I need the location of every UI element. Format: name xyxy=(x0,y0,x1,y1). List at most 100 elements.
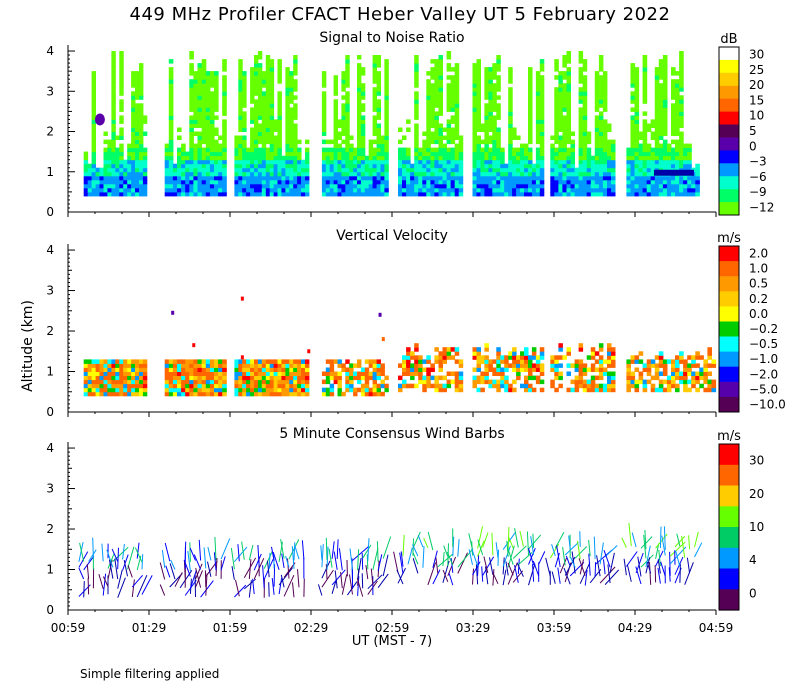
velocity-cell xyxy=(357,375,362,381)
snr-cell xyxy=(582,107,588,112)
snr-cell xyxy=(297,175,302,181)
snr-cell xyxy=(398,163,403,169)
wind-barb xyxy=(83,581,85,598)
snr-cell xyxy=(679,83,684,88)
snr-cell xyxy=(111,75,116,80)
velocity-cell xyxy=(293,359,298,364)
snr-cell xyxy=(321,107,327,112)
snr-cell xyxy=(91,143,96,149)
snr-cell xyxy=(508,123,513,128)
velocity-cell xyxy=(281,387,286,393)
snr-cell xyxy=(234,139,239,145)
velocity-cell xyxy=(193,387,198,393)
snr-cell xyxy=(201,91,207,96)
velocity-cell xyxy=(566,371,571,376)
velocity-cell xyxy=(257,367,263,372)
velocity-cell xyxy=(634,359,640,364)
snr-cell xyxy=(558,91,563,96)
snr-cell xyxy=(293,83,298,88)
snr-cell xyxy=(454,163,460,169)
snr-cell xyxy=(472,107,477,112)
velocity-cell xyxy=(111,391,116,397)
snr-cell xyxy=(269,171,275,177)
snr-cell xyxy=(570,191,575,197)
snr-cell xyxy=(193,103,198,108)
snr-cell xyxy=(520,187,525,193)
snr-cell xyxy=(91,95,96,100)
snr-cell xyxy=(414,111,419,116)
snr-cell xyxy=(265,171,271,177)
snr-cell xyxy=(91,111,96,116)
snr-cell xyxy=(261,115,267,120)
snr-cell xyxy=(450,159,456,165)
snr-cell xyxy=(594,127,600,132)
snr-cell xyxy=(566,127,571,132)
velocity-cell xyxy=(345,371,350,376)
velocity-cell xyxy=(687,387,692,393)
snr-cell xyxy=(539,159,545,165)
snr-cell xyxy=(301,187,306,193)
snr-cell xyxy=(273,155,278,161)
snr-cell xyxy=(524,183,529,189)
snr-cell xyxy=(337,151,342,157)
velocity-cell xyxy=(570,387,575,393)
snr-cell xyxy=(426,103,431,108)
snr-cell xyxy=(242,147,247,153)
wind-barb xyxy=(588,539,591,557)
velocity-cell xyxy=(422,379,427,385)
snr-cell xyxy=(539,179,545,185)
velocity-cell xyxy=(711,387,717,393)
snr-cell xyxy=(333,79,338,84)
snr-cell xyxy=(642,183,648,189)
velocity-cell xyxy=(590,355,596,360)
velocity-cell xyxy=(554,359,559,364)
velocity-cell xyxy=(472,375,477,381)
velocity-cell xyxy=(578,367,584,372)
velocity-cell xyxy=(607,387,612,393)
snr-cell xyxy=(679,51,684,56)
snr-cell xyxy=(177,151,182,157)
wind-barb xyxy=(278,567,293,586)
snr-cell xyxy=(321,191,327,197)
snr-cell xyxy=(570,155,575,161)
snr-cell xyxy=(446,167,452,173)
snr-cell xyxy=(168,143,174,149)
snr-cell xyxy=(214,159,219,165)
snr-cell xyxy=(209,175,215,181)
velocity-cell xyxy=(246,371,251,376)
velocity-cell xyxy=(297,371,302,376)
snr-cell xyxy=(524,155,529,161)
snr-cell xyxy=(265,107,271,112)
snr-cell xyxy=(434,159,439,165)
velocity-cell xyxy=(630,379,636,385)
snr-cell xyxy=(558,83,563,88)
snr-cell xyxy=(376,55,381,60)
snr-cell xyxy=(434,191,439,197)
snr-cell xyxy=(484,87,489,92)
snr-cell xyxy=(426,171,431,177)
snr-cell xyxy=(181,143,186,149)
snr-cell xyxy=(594,175,600,181)
snr-cell xyxy=(189,143,194,149)
snr-cell xyxy=(341,95,346,100)
snr-cell xyxy=(341,107,346,112)
velocity-cell xyxy=(293,383,298,389)
snr-cell xyxy=(488,127,493,132)
snr-cell xyxy=(277,147,282,153)
snr-cell xyxy=(273,187,278,193)
velocity-cell xyxy=(516,375,521,381)
snr-cell xyxy=(277,91,282,96)
y-tick-label: 1 xyxy=(46,563,54,577)
snr-cell xyxy=(683,155,688,161)
velocity-field xyxy=(83,296,717,397)
snr-cell xyxy=(562,75,567,80)
snr-cell xyxy=(205,131,211,136)
snr-cell xyxy=(671,187,676,193)
snr-cell xyxy=(582,79,588,84)
snr-cell xyxy=(172,179,178,185)
snr-cell xyxy=(535,183,541,189)
snr-cell xyxy=(131,83,136,88)
snr-cell xyxy=(193,183,198,189)
snr-cell xyxy=(454,111,460,116)
snr-cell xyxy=(341,79,346,84)
